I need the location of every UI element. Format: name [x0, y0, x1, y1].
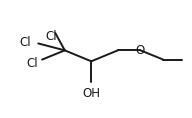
Text: O: O — [136, 44, 145, 57]
Text: Cl: Cl — [19, 36, 31, 49]
Text: OH: OH — [82, 87, 100, 100]
Text: Cl: Cl — [27, 57, 38, 70]
Text: Cl: Cl — [46, 30, 57, 43]
